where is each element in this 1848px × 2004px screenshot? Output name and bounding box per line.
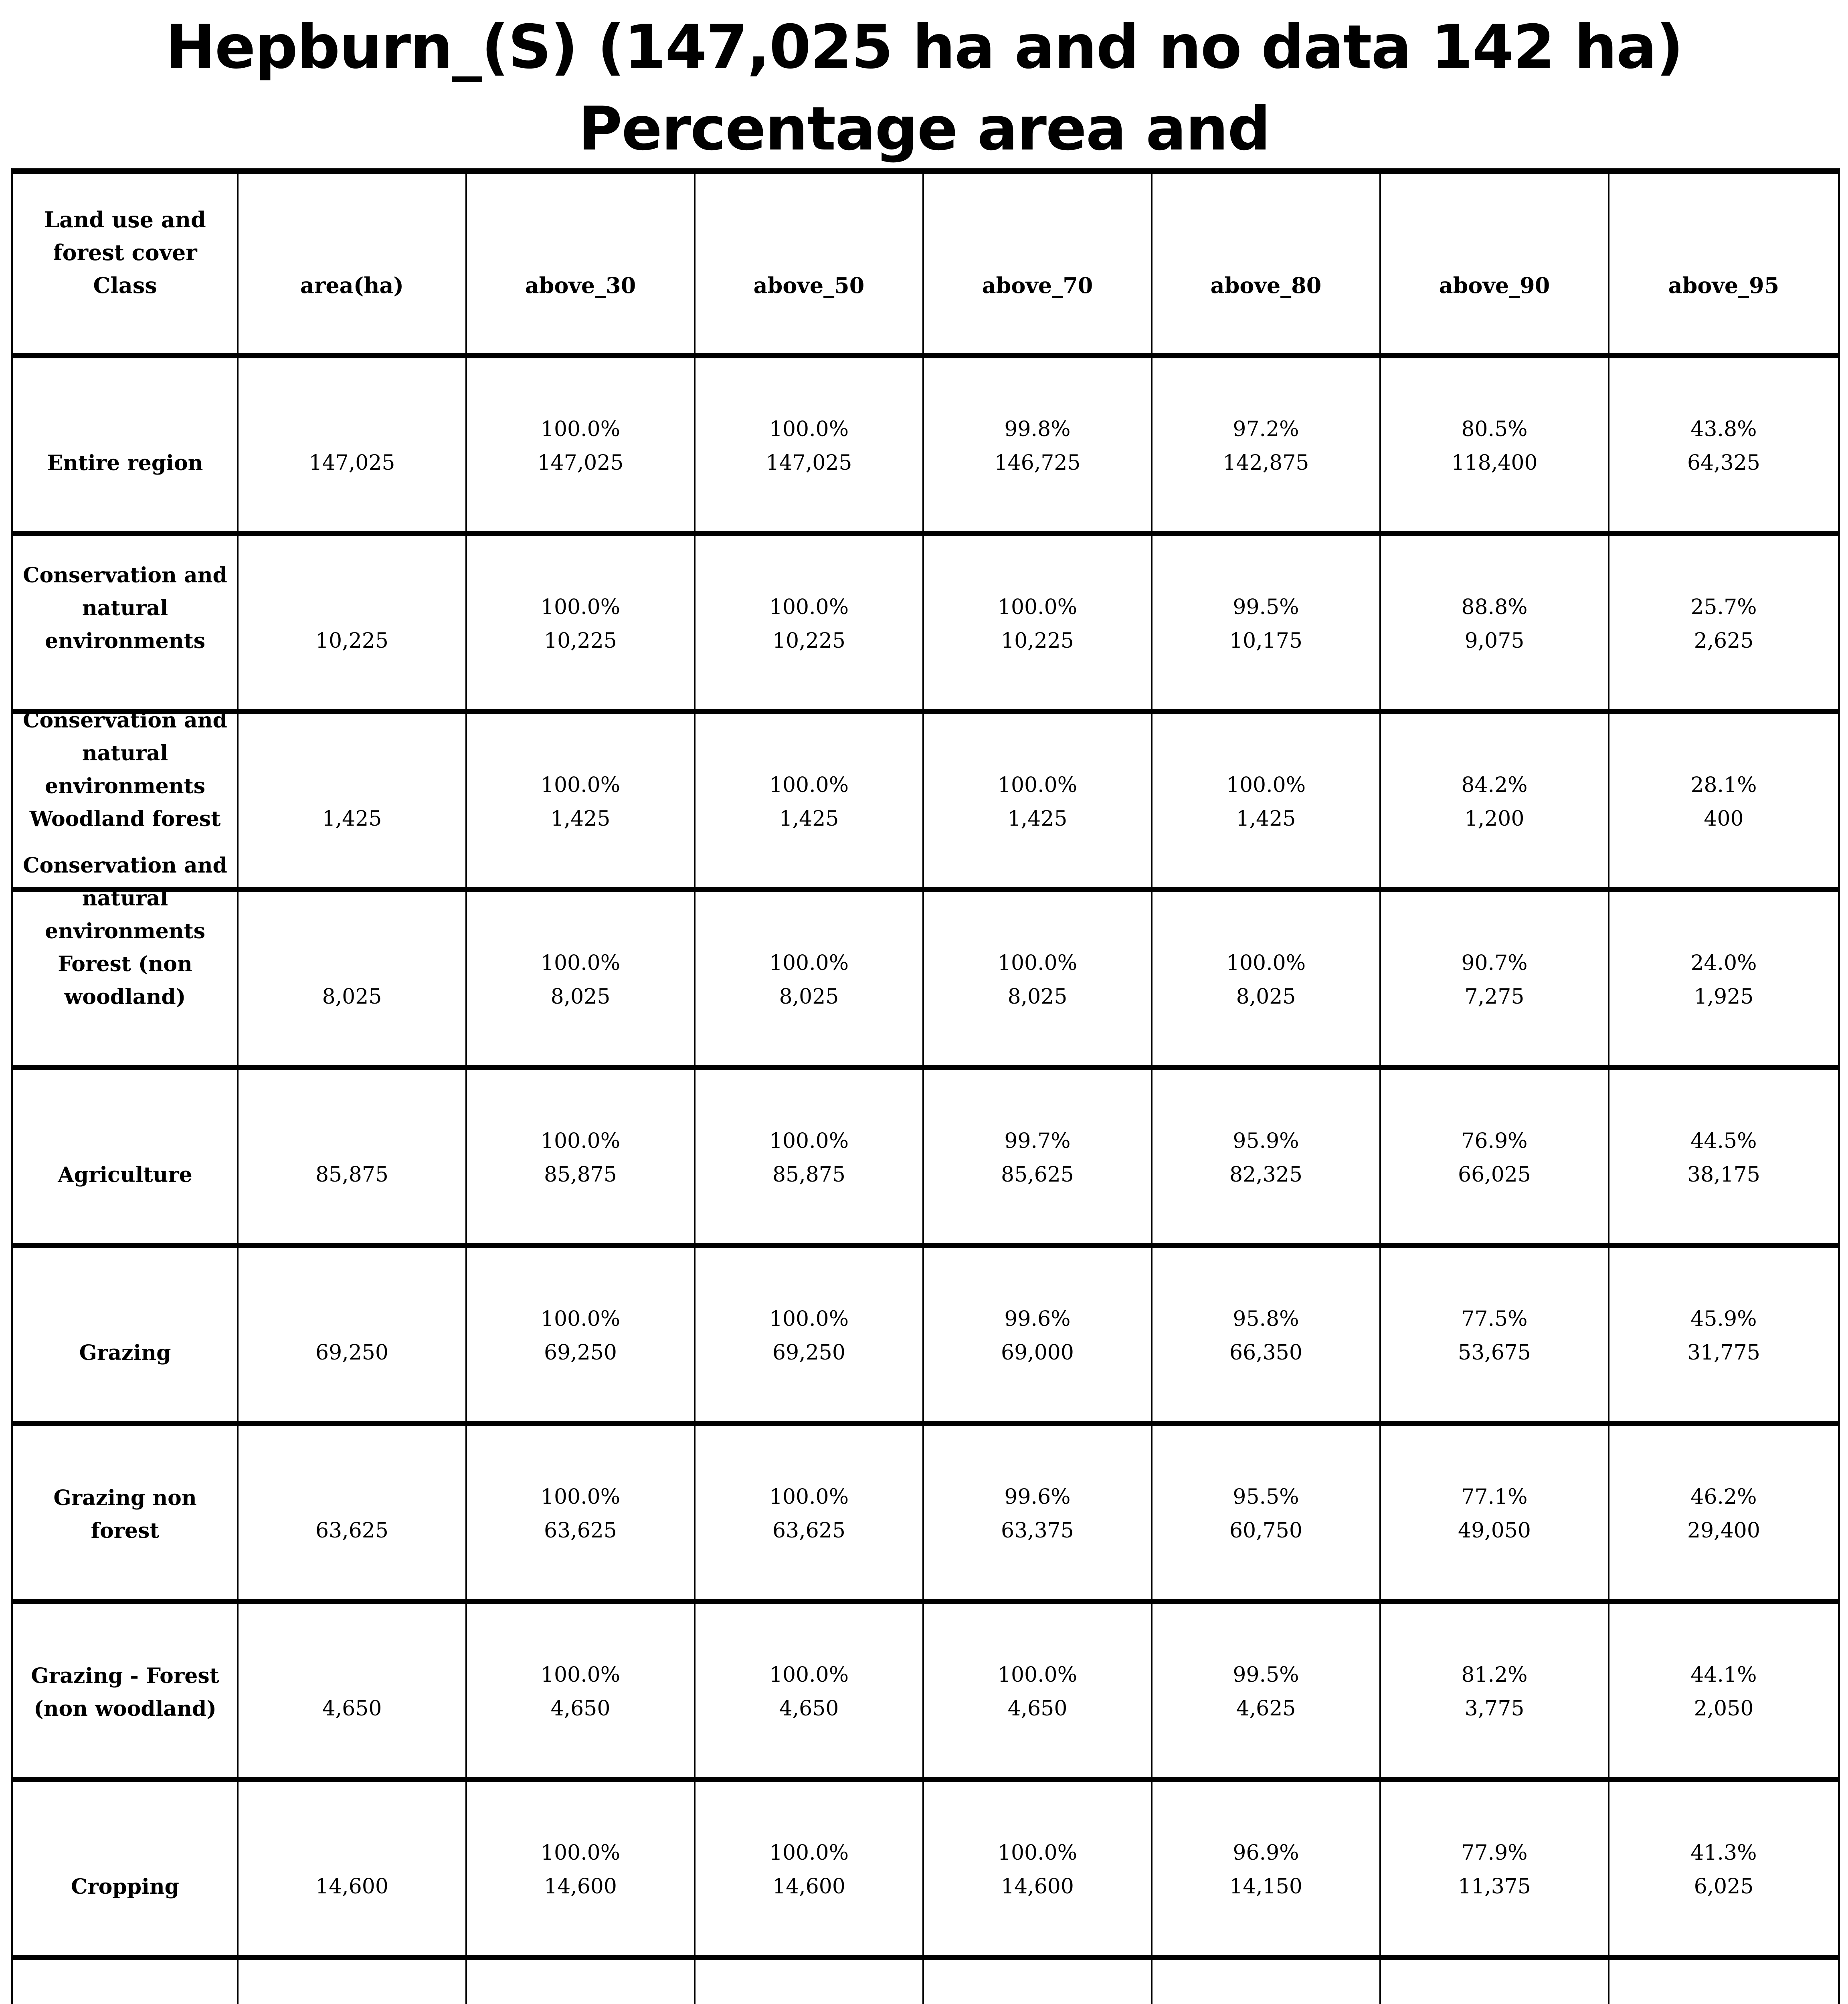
data-cell: 100.0% 69,250 — [467, 1248, 696, 1426]
data-cell: 97.2% 142,875 — [1152, 358, 1381, 536]
data-cell: 100.0% 85,875 — [696, 1070, 924, 1248]
row-label: Grazing non forest — [13, 1426, 239, 1604]
data-cell: 43.8% 64,325 — [1609, 358, 1838, 536]
data-cell: 100.0% 69,250 — [696, 1248, 924, 1426]
row-label: Grazing — [13, 1248, 239, 1426]
column-header: above_30 — [467, 174, 696, 358]
column-header: above_50 — [696, 174, 924, 358]
column-header: above_95 — [1609, 174, 1838, 358]
row-label: Conservation and natural environments Fo… — [13, 853, 239, 1070]
data-cell: 99.6% 63,375 — [924, 1426, 1152, 1604]
data-cell: 99.6% 69,000 — [924, 1248, 1152, 1426]
data-cell: 99.5% 4,625 — [1152, 1604, 1381, 1782]
row-label: Grazing - Forest (non woodland) — [13, 1604, 239, 1782]
data-cell: 95.5% 60,750 — [1152, 1426, 1381, 1604]
data-cell: 100.0% 1,425 — [467, 714, 696, 892]
column-header: area(ha) — [239, 174, 467, 358]
data-cell: 100.0%1,950 — [696, 1960, 924, 2004]
data-cell: 100.0% 8,025 — [1152, 892, 1381, 1070]
data-cell: 100.0% 10,225 — [924, 536, 1152, 714]
area-cell: 63,625 — [239, 1426, 467, 1604]
row-label: Cropping — [13, 1782, 239, 1960]
row-label: Agriculture — [13, 1070, 239, 1248]
data-cell: 80.5% 118,400 — [1381, 358, 1609, 536]
data-cell: 89.7%1,750 — [1152, 1960, 1381, 2004]
data-cell: 41.3% 6,025 — [1609, 1782, 1838, 1960]
data-cell: 16.7%325 — [1609, 1960, 1838, 2004]
data-cell: 45.9% 31,775 — [1609, 1248, 1838, 1426]
column-header: above_80 — [1152, 174, 1381, 358]
data-cell: 100.0% 14,600 — [467, 1782, 696, 1960]
data-cell: 44.1% 2,050 — [1609, 1604, 1838, 1782]
data-table: Land use and forest cover Class area(ha) a… — [11, 168, 1840, 2004]
area-cell: 85,875 — [239, 1070, 467, 1248]
data-cell: 76.9% 66,025 — [1381, 1070, 1609, 1248]
data-cell: 28.1% 400 — [1609, 714, 1838, 892]
area-cell: 1,425 — [239, 714, 467, 892]
data-cell: 81.2% 3,775 — [1381, 1604, 1609, 1782]
data-cell: 99.8% 146,725 — [924, 358, 1152, 536]
row-label: Conservation and natural environments — [13, 536, 239, 714]
data-cell: 99.7% 85,625 — [924, 1070, 1152, 1248]
data-cell: 100.0%1,950 — [924, 1960, 1152, 2004]
data-cell: 95.9% 82,325 — [1152, 1070, 1381, 1248]
area-cell: 10,225 — [239, 536, 467, 714]
data-cell: 77.9% 11,375 — [1381, 1782, 1609, 1960]
data-cell: 100.0% 147,025 — [467, 358, 696, 536]
data-cell: 95.8% 66,350 — [1152, 1248, 1381, 1426]
area-cell: 8,025 — [239, 892, 467, 1070]
data-cell: 100.0% 63,625 — [467, 1426, 696, 1604]
area-cell: 4,650 — [239, 1604, 467, 1782]
data-cell: 24.0% 1,925 — [1609, 892, 1838, 1070]
data-cell: 25.7% 2,625 — [1609, 536, 1838, 714]
data-cell: 46.2% 29,400 — [1609, 1426, 1838, 1604]
column-header: Land use and forest cover Class — [13, 174, 239, 358]
data-cell: 100.0% 1,425 — [696, 714, 924, 892]
row-label: Entire region — [13, 358, 239, 536]
column-header: above_90 — [1381, 174, 1609, 358]
data-cell: 96.9% 14,150 — [1152, 1782, 1381, 1960]
data-cell: 44.5% 38,175 — [1609, 1070, 1838, 1248]
area-cell: 69,250 — [239, 1248, 467, 1426]
area-cell: 14,600 — [239, 1782, 467, 1960]
data-cell: 100.0% 4,650 — [696, 1604, 924, 1782]
data-cell: 100.0% 4,650 — [467, 1604, 696, 1782]
data-cell: 99.5% 10,175 — [1152, 536, 1381, 714]
data-cell: 77.1% 49,050 — [1381, 1426, 1609, 1604]
data-cell: 100.0% 1,425 — [924, 714, 1152, 892]
area-cell: 1,950 — [239, 1960, 467, 2004]
data-cell: 100.0% 8,025 — [467, 892, 696, 1070]
data-cell: 90.7% 7,275 — [1381, 892, 1609, 1070]
data-cell: 100.0% 85,875 — [467, 1070, 696, 1248]
data-cell: 100.0% 1,425 — [1152, 714, 1381, 892]
area-cell: 147,025 — [239, 358, 467, 536]
data-cell: 100.0% 8,025 — [924, 892, 1152, 1070]
data-cell: 84.2% 1,200 — [1381, 714, 1609, 892]
data-cell: 100.0% 14,600 — [924, 1782, 1152, 1960]
data-cell: 77.5% 53,675 — [1381, 1248, 1609, 1426]
data-cell: 100.0%1,950 — [467, 1960, 696, 2004]
column-header: above_70 — [924, 174, 1152, 358]
data-cell: 100.0% 147,025 — [696, 358, 924, 536]
row-label: Conservation and natural environments Wo… — [13, 708, 239, 892]
data-cell: 100.0% 10,225 — [467, 536, 696, 714]
data-cell: 88.8% 9,075 — [1381, 536, 1609, 714]
row-label: Irrigation — [13, 1960, 239, 2004]
data-cell: 100.0% 10,225 — [696, 536, 924, 714]
data-cell: 100.0% 8,025 — [696, 892, 924, 1070]
data-cell: 46.2%900 — [1381, 1960, 1609, 2004]
data-cell: 100.0% 63,625 — [696, 1426, 924, 1604]
data-cell: 100.0% 4,650 — [924, 1604, 1152, 1782]
data-cell: 100.0% 14,600 — [696, 1782, 924, 1960]
